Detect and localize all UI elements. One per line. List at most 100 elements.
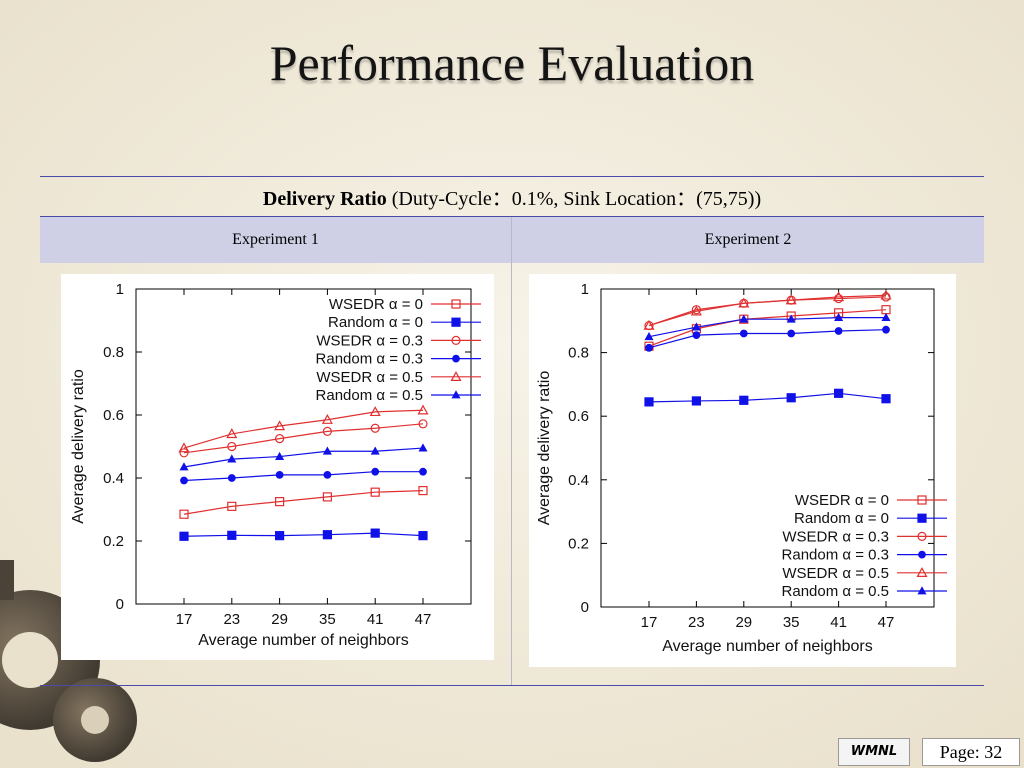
data-point xyxy=(275,451,285,460)
legend-marker xyxy=(451,390,461,399)
legend-label: WSEDR α = 0.5 xyxy=(782,565,889,582)
data-point xyxy=(691,396,701,406)
series-1 xyxy=(644,305,891,351)
delivery-ratio-chart-2: 0 0.2 0.4 0.6 0.8 1 17 23 29 35 41 47 Average number… xyxy=(536,281,947,655)
y-tick-label: 1 xyxy=(581,281,589,298)
series-line xyxy=(648,329,887,349)
data-point xyxy=(417,404,429,415)
y-tick-label: 0.6 xyxy=(568,408,589,425)
chart-panel-experiment-1: 0 0.2 0.4 0.6 0.8 1 17 23 29 35 41 47 Average number… xyxy=(61,274,494,660)
data-point xyxy=(786,314,796,323)
x-axis-label: Average number of neighbors xyxy=(198,632,409,649)
data-point xyxy=(419,467,427,476)
data-point xyxy=(785,294,797,305)
legend-marker xyxy=(452,354,460,363)
series-line xyxy=(183,532,424,537)
data-point xyxy=(227,530,237,540)
data-point xyxy=(833,291,845,302)
series-4 xyxy=(645,325,890,352)
x-tick-label: 23 xyxy=(223,611,240,628)
x-tick-label: 35 xyxy=(319,611,336,628)
data-point xyxy=(644,331,654,341)
y-tick-label: 0.4 xyxy=(103,470,124,487)
data-point xyxy=(418,419,428,429)
data-point xyxy=(227,441,237,452)
data-point xyxy=(692,331,701,340)
series-line xyxy=(183,447,424,468)
data-point xyxy=(690,305,702,316)
legend-marker xyxy=(450,371,462,382)
legend-marker xyxy=(916,567,928,577)
caption-detail: (Duty-Cycle：0.1%, Sink Location：(75,75)) xyxy=(386,188,762,210)
data-point xyxy=(834,312,844,322)
wmnl-logo: WMNL xyxy=(838,738,910,766)
series-line xyxy=(183,409,424,449)
x-tick-label: 29 xyxy=(271,611,288,628)
legend-label: Random α = 0.5 xyxy=(316,387,423,404)
data-point xyxy=(323,470,332,479)
data-point xyxy=(370,423,380,433)
data-point xyxy=(739,329,748,338)
data-point xyxy=(179,462,189,471)
data-point xyxy=(322,530,332,540)
slide-title: Performance Evaluation xyxy=(269,35,755,91)
data-point xyxy=(370,446,380,455)
data-point xyxy=(370,528,380,538)
legend-label: WSEDR α = 0.3 xyxy=(782,528,889,545)
data-point xyxy=(322,426,332,436)
data-point xyxy=(881,312,891,322)
column-header-experiment-2: Experiment 2 xyxy=(512,217,984,263)
y-tick-label: 0.4 xyxy=(568,472,589,489)
data-point xyxy=(275,497,285,507)
data-point xyxy=(275,531,285,541)
y-axis-label: Average delivery ratio xyxy=(536,371,553,526)
data-point xyxy=(418,531,428,541)
series-4 xyxy=(180,467,427,485)
x-tick-label: 23 xyxy=(688,614,705,631)
data-point xyxy=(738,297,750,308)
data-point xyxy=(691,322,701,331)
x-tick-label: 47 xyxy=(878,614,895,631)
data-point xyxy=(226,428,238,439)
data-point xyxy=(369,406,381,417)
x-axis-label: Average number of neighbors xyxy=(662,638,873,655)
data-point xyxy=(179,509,189,519)
table-header-rule xyxy=(40,216,984,217)
column-header-label: Experiment 2 xyxy=(704,231,792,248)
data-point xyxy=(418,486,428,496)
y-tick-label: 0 xyxy=(581,599,589,616)
column-header-experiment-1: Experiment 1 xyxy=(40,217,511,263)
series-line xyxy=(648,294,887,327)
data-point xyxy=(322,492,332,502)
y-tick-label: 0.6 xyxy=(103,407,124,424)
data-point xyxy=(274,420,286,431)
data-point xyxy=(178,442,190,453)
page-label: Page: xyxy=(939,742,980,762)
series-1 xyxy=(179,486,428,519)
data-point xyxy=(882,325,890,334)
x-tick-label: 47 xyxy=(415,611,432,628)
data-point xyxy=(179,448,189,458)
data-point xyxy=(643,319,655,330)
y-tick-label: 1 xyxy=(116,281,124,298)
data-point xyxy=(880,289,892,300)
x-tick-label: 35 xyxy=(783,614,800,631)
series-3 xyxy=(179,419,428,458)
x-tick-label: 17 xyxy=(176,611,193,628)
data-point xyxy=(834,327,843,335)
data-point xyxy=(321,413,333,424)
data-point xyxy=(227,501,237,511)
legend-marker xyxy=(917,495,927,505)
series-line xyxy=(183,490,424,515)
legend-label: Random α = 0 xyxy=(328,314,423,331)
y-axis-label: Average delivery ratio xyxy=(70,369,87,524)
legend-marker xyxy=(917,531,927,541)
data-point xyxy=(834,388,844,398)
series-6 xyxy=(644,312,891,341)
legend-marker xyxy=(451,299,461,309)
data-point xyxy=(275,434,285,444)
y-tick-label: 0.8 xyxy=(103,344,124,361)
series-line xyxy=(183,423,424,454)
legend-label: WSEDR α = 0.3 xyxy=(316,332,423,349)
